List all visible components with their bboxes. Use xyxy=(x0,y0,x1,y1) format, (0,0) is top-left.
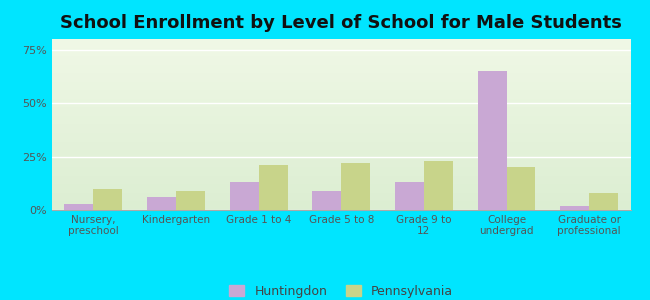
Title: School Enrollment by Level of School for Male Students: School Enrollment by Level of School for… xyxy=(60,14,622,32)
Bar xyxy=(341,163,370,210)
Bar xyxy=(176,191,205,210)
Bar xyxy=(64,204,94,210)
Bar xyxy=(259,165,287,210)
Bar xyxy=(147,197,176,210)
Legend: Huntingdon, Pennsylvania: Huntingdon, Pennsylvania xyxy=(224,280,458,300)
Bar xyxy=(424,161,453,210)
Bar xyxy=(395,182,424,210)
Bar xyxy=(506,167,536,210)
Bar xyxy=(229,182,259,210)
Bar xyxy=(312,191,341,210)
Bar xyxy=(478,71,506,210)
Bar xyxy=(94,189,122,210)
Bar xyxy=(589,193,618,210)
Bar xyxy=(560,206,589,210)
